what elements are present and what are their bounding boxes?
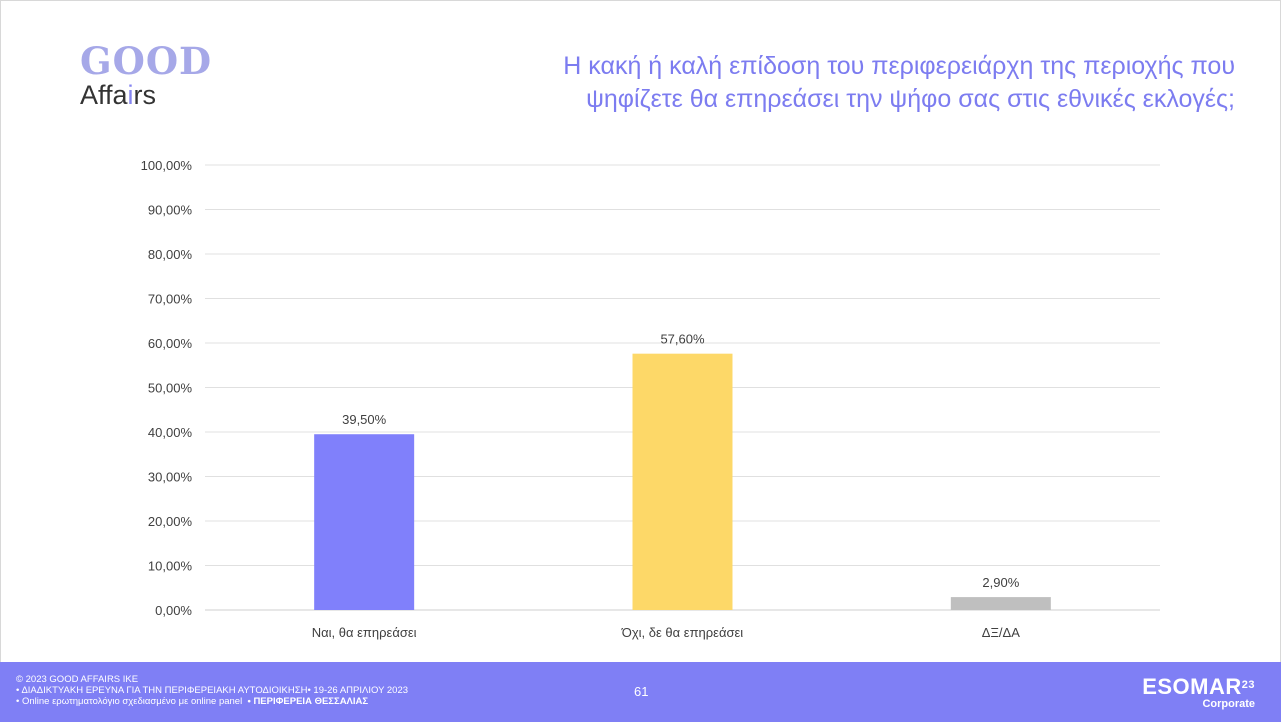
footer-bar: © 2023 GOOD AFFAIRS IKE • ΔΙΑΔΙΚΤΥΑΚΗ ΕΡ… <box>0 662 1281 722</box>
esomar-logo: ESOMAR23 Corporate <box>1142 674 1255 711</box>
logo-good-text: GOOD <box>80 39 213 83</box>
x-tick-label: ΔΞ/ΔΑ <box>982 625 1020 640</box>
logo-affairs-i: i <box>127 80 134 110</box>
y-tick-label: 60,00% <box>148 336 193 351</box>
esomar-text: ESOMAR <box>1142 674 1242 699</box>
y-tick-label: 90,00% <box>148 203 193 218</box>
footer-region: • ΠΕΡΙΦΕΡΕΙΑ ΘΕΣΣΑΛΙΑΣ <box>247 696 369 707</box>
x-tick-label: Ναι, θα επηρεάσει <box>312 625 417 640</box>
data-label: 57,60% <box>660 332 705 347</box>
logo-affairs-text: Affairs <box>80 80 212 110</box>
y-tick-label: 30,00% <box>148 470 193 485</box>
good-affairs-logo: GOOD Affairs <box>80 39 213 110</box>
y-tick-label: 100,00% <box>141 158 193 173</box>
logo-affairs-post: rs <box>133 80 157 110</box>
bar <box>632 353 733 610</box>
data-label: 2,90% <box>982 575 1019 590</box>
footer-survey: • ΔΙΑΔΙΚΤΥΑΚΗ ΕΡΕΥΝΑ ΓΙΑ ΤΗΝ ΠΕΡΙΦΕΡΕΙΑΚ… <box>16 685 409 696</box>
x-tick-label: Όχι, δε θα επηρεάσει <box>621 625 744 640</box>
esomar-corporate: Corporate <box>1202 698 1255 710</box>
y-tick-label: 80,00% <box>148 247 193 262</box>
y-tick-label: 0,00% <box>155 603 192 618</box>
footer-copyright: © 2023 GOOD AFFAIRS IKE <box>16 674 139 685</box>
page-number: 61 <box>634 684 649 699</box>
title-line-1: Η κακή ή καλή επίδοση του περιφερειάρχη … <box>563 52 1235 80</box>
y-tick-label: 50,00% <box>148 381 193 396</box>
slide-title: Η κακή ή καλή επίδοση του περιφερειάρχη … <box>475 50 1235 116</box>
y-tick-label: 40,00% <box>148 425 193 440</box>
bar <box>950 597 1051 610</box>
title-line-2: ψηφίζετε θα επηρεάσει την ψήφο σας στις … <box>586 85 1235 113</box>
y-tick-label: 10,00% <box>148 559 193 574</box>
y-tick-label: 20,00% <box>148 514 193 529</box>
footer-method-text: • Online ερωτηματολόγιο σχεδιασμένο με o… <box>16 696 243 707</box>
bar-chart: 0,00% 10,00% 20,00% 30,00% 40,00% 50,00% 60,00… <box>141 158 1160 640</box>
bar <box>314 434 415 610</box>
logo-affairs-pre: Affa <box>80 80 128 110</box>
footer-notes: © 2023 GOOD AFFAIRS IKE • ΔΙΑΔΙΚΤΥΑΚΗ ΕΡ… <box>16 674 408 707</box>
esomar-sup: 23 <box>1241 679 1255 691</box>
y-tick-label: 70,00% <box>148 292 193 307</box>
footer-method: • Online ερωτηματολόγιο σχεδιασμένο με o… <box>16 696 408 707</box>
data-label: 39,50% <box>342 412 387 427</box>
